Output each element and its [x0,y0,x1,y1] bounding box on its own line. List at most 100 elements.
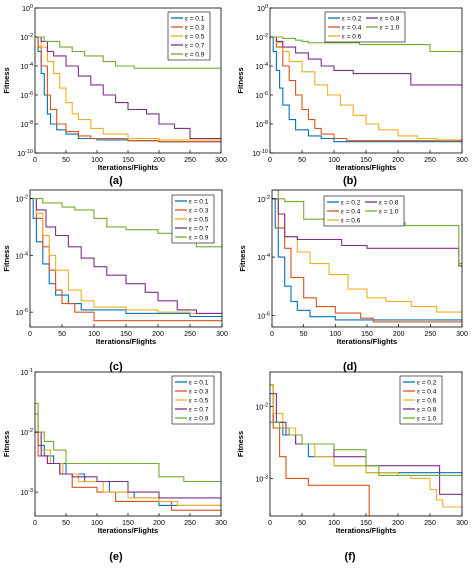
x-axis-label: Iterations/Flights [96,337,156,346]
legend-label: ε = 0.5 [185,33,205,40]
y-tick-label: 10-2 [15,195,28,204]
legend-label: ε = 0.3 [189,207,209,214]
series-line-4 [272,198,462,267]
series-line-4 [35,36,221,140]
x-tick-label: 100 [328,157,340,164]
y-axis-label: Fitness [2,245,11,271]
y-tick-label: 10-1 [20,368,33,377]
legend: ε = 0.2 ε = 0.4 ε = 0.6 ε = 0.8 ε = 1.0 [399,375,443,425]
x-tick-label: 0 [33,157,37,164]
x-tick-label: 50 [298,520,306,527]
panel-caption: (a) [109,175,123,187]
x-tick-label: 300 [456,331,468,338]
panel-e: 0 50 100 150 200 250 300 10-3 10-2 10-1 Iterations… [2,368,227,563]
x-tick-label: 200 [153,520,165,527]
legend: ε = 0.1 ε = 0.3 ε = 0.5 ε = 0.7 ε = 0.9 [167,11,211,61]
series-group [35,402,221,511]
series-line-3 [270,36,462,141]
panel-a: 0 50 100 150 200 250 300 10-10 10-8 10-6 10-4 10-2 1… [2,4,227,187]
legend-label: ε = 0.5 [189,397,209,404]
y-tick-label: 10-2 [20,33,33,42]
legend-label: ε = 0.8 [379,199,399,206]
x-tick-label: 300 [216,331,228,338]
x-tick-label: 200 [152,331,164,338]
legend-label: ε = 0.4 [342,24,362,31]
x-tick-label: 0 [33,520,37,527]
series-line-2 [30,197,222,322]
x-tick-label: 100 [329,331,341,338]
y-tick-label: 10-6 [255,91,268,100]
series-line-5 [270,36,462,53]
legend-label: ε = 0.6 [417,397,437,404]
x-tick-label: 150 [122,520,134,527]
legend: ε = 0.2 ε = 0.4 ε = 0.6 ε = 0.8 ε = 1.0 [324,11,406,43]
legend-label: ε = 0.3 [185,24,205,31]
x-tick-label: 100 [91,520,103,527]
legend-label: ε = 0.8 [417,406,437,413]
x-tick-label: 250 [184,157,196,164]
x-tick-label: 0 [268,157,272,164]
x-tick-label: 250 [424,520,436,527]
x-tick-label: 50 [58,331,66,338]
legend-label: ε = 0.6 [342,33,362,40]
x-tick-label: 150 [360,520,372,527]
panel-caption: (c) [109,361,123,373]
y-tick-label: 10-2 [255,402,268,411]
legend-label: ε = 0.7 [185,42,205,49]
x-tick-label: 150 [120,331,132,338]
x-tick-label: 300 [215,520,227,527]
y-tick-label: 10-6 [15,308,28,317]
x-tick-label: 150 [360,157,372,164]
legend-label: ε = 0.1 [189,379,209,386]
x-tick-label: 300 [215,157,227,164]
series-group [35,36,221,143]
series-group [270,36,462,143]
x-tick-label: 100 [328,520,340,527]
x-axis-label: Iterations/Flights [98,163,158,172]
y-tick-label: 10-4 [20,62,33,71]
x-tick-label: 100 [91,157,103,164]
series-line-3 [30,197,222,314]
y-tick-label: 10-4 [257,253,270,262]
y-tick-label: 10-2 [257,195,270,204]
legend-label: ε = 0.7 [189,406,209,413]
y-axis-label: Fitness [2,431,11,457]
x-tick-label: 150 [122,157,134,164]
legend-label: ε = 0.3 [189,388,209,395]
y-tick-label: 10-8 [255,120,268,129]
series-line-3 [270,384,462,508]
legend-label: ε = 0.6 [341,217,361,224]
legend-label: ε = 0.2 [342,15,362,22]
x-tick-label: 100 [88,331,100,338]
series-line-1 [270,36,462,143]
y-tick-label: 10-6 [257,311,270,320]
legend-label: ε = 0.2 [341,199,361,206]
y-tick-label: 10-2 [20,428,33,437]
y-tick-label: 10-8 [20,120,33,129]
y-tick-label: 10-2 [255,33,268,42]
series-line-2 [272,198,462,323]
series-line-3 [35,36,221,141]
legend-label: ε = 0.4 [341,208,361,215]
x-tick-label: 250 [424,331,436,338]
legend-label: ε = 1.0 [379,208,399,215]
series-line-4 [35,431,221,499]
legend-label: ε = 0.9 [185,51,205,58]
panel-caption: (d) [343,361,357,373]
x-tick-label: 200 [392,520,404,527]
legend: ε = 0.1 ε = 0.3 ε = 0.5 ε = 0.7 ε = 0.9 [171,375,215,425]
x-tick-label: 50 [298,157,306,164]
x-tick-label: 50 [62,520,70,527]
series-group [270,384,462,516]
x-tick-label: 0 [270,331,274,338]
y-tick-label: 100 [257,4,268,13]
series-line-2 [270,36,462,142]
x-tick-label: 250 [184,331,196,338]
legend-label: ε = 0.1 [189,198,209,205]
x-tick-label: 300 [456,520,468,527]
series-line-2 [35,36,221,143]
panel-d: 0 50 100 150 200 250 300 10-6 10-4 10-2 Iterations… [238,189,468,373]
y-axis-label: Fitness [2,67,11,93]
y-tick-label: 10-10 [252,149,268,158]
x-tick-label: 250 [424,157,436,164]
